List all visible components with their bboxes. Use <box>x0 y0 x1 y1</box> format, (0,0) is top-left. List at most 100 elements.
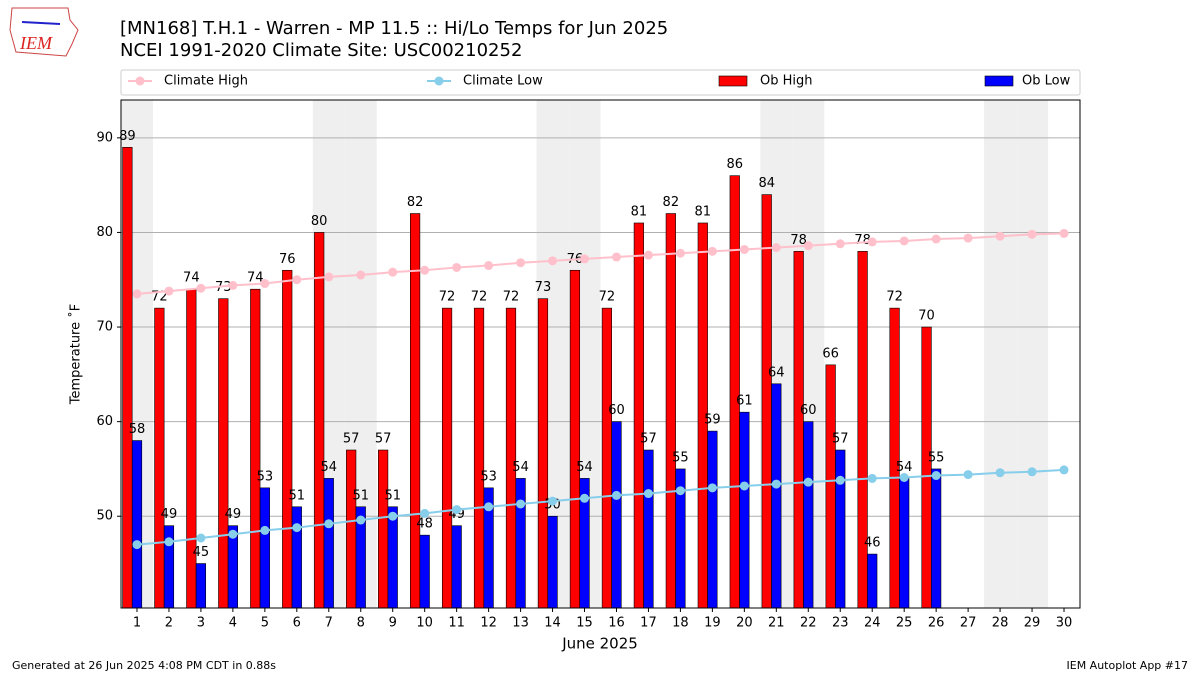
bar <box>857 251 868 609</box>
x-tick-label: 20 <box>736 616 753 631</box>
bar <box>314 232 325 609</box>
data-label: 57 <box>832 432 849 447</box>
x-tick-label: 15 <box>576 616 593 631</box>
bar <box>250 288 261 609</box>
line-point <box>132 289 142 299</box>
data-label: 72 <box>471 290 488 305</box>
footer-left: Generated at 26 Jun 2025 4:08 PM CDT in … <box>12 659 276 672</box>
bar <box>739 411 750 609</box>
data-label: 54 <box>321 460 338 475</box>
line-point <box>963 233 973 243</box>
line-point <box>196 533 206 543</box>
line-point <box>835 239 845 249</box>
line-point <box>835 475 845 485</box>
line-point <box>484 261 494 271</box>
x-tick-label: 29 <box>1024 616 1041 631</box>
x-axis-label: June 2025 <box>561 635 638 653</box>
bar <box>291 506 302 609</box>
data-label: 72 <box>503 290 520 305</box>
x-tick-label: 8 <box>357 616 365 631</box>
line <box>136 468 1065 546</box>
bar <box>867 553 878 609</box>
x-tick-label: 13 <box>512 616 529 631</box>
line-point <box>516 258 526 268</box>
line-point <box>420 265 430 275</box>
data-label: 64 <box>768 365 785 380</box>
data-label: 60 <box>800 403 817 418</box>
data-label: 72 <box>886 290 903 305</box>
bar <box>154 307 165 609</box>
line-point <box>931 471 941 481</box>
bar <box>195 563 207 609</box>
data-label: 61 <box>736 394 753 409</box>
x-tick-label: 30 <box>1056 616 1073 631</box>
data-label: 74 <box>247 271 264 286</box>
data-label: 76 <box>279 252 296 267</box>
x-tick-label: 3 <box>197 616 205 631</box>
line-point <box>611 490 621 500</box>
data-label: 72 <box>599 290 616 305</box>
data-label: 80 <box>311 214 328 229</box>
line-point <box>803 241 813 251</box>
data-label: 59 <box>704 413 721 428</box>
bar <box>473 307 485 609</box>
data-label: 53 <box>257 469 274 484</box>
bar <box>771 383 782 609</box>
line-point <box>707 483 717 493</box>
bar <box>131 440 143 609</box>
x-tick-label: 1 <box>133 616 141 631</box>
line-point <box>1059 465 1069 475</box>
x-tick-label: 17 <box>640 616 657 631</box>
x-tick-label: 23 <box>832 616 849 631</box>
x-tick-label: 6 <box>293 616 301 631</box>
line-point <box>867 237 877 247</box>
data-label: 72 <box>151 290 168 305</box>
data-label: 49 <box>225 507 242 522</box>
line-point <box>963 470 973 480</box>
bar <box>451 525 462 609</box>
line-point <box>228 529 238 539</box>
line-point <box>516 499 526 509</box>
bar <box>601 307 612 609</box>
line-point <box>356 515 366 525</box>
line-point <box>548 256 558 266</box>
bar <box>793 251 804 609</box>
x-tick-label: 14 <box>544 616 561 631</box>
bar <box>633 222 644 609</box>
bar <box>259 487 270 609</box>
bar <box>569 269 581 609</box>
data-label: 57 <box>640 432 657 447</box>
bar <box>387 506 398 609</box>
data-label: 82 <box>407 195 424 210</box>
bar <box>346 449 357 609</box>
line-point <box>611 252 621 262</box>
bar <box>611 421 622 609</box>
data-label: 51 <box>352 488 369 503</box>
line-point <box>771 243 781 253</box>
data-label: 58 <box>129 422 146 437</box>
data-label: 57 <box>343 432 360 447</box>
bar <box>218 298 229 609</box>
line-point <box>1059 228 1069 238</box>
line-point <box>707 246 717 256</box>
line-point <box>739 244 749 254</box>
legend-label: Climate Low <box>463 74 543 89</box>
data-label: 53 <box>480 469 497 484</box>
logo: IEM <box>9 7 79 57</box>
y-tick-label: 90 <box>96 130 113 145</box>
x-tick-label: 21 <box>768 616 785 631</box>
bar <box>761 194 772 609</box>
bar <box>803 421 814 609</box>
line-point <box>995 231 1005 241</box>
legend-marker <box>135 76 145 86</box>
bar <box>665 213 676 609</box>
data-label: 78 <box>790 233 807 248</box>
line-point <box>452 505 462 515</box>
x-tick-label: 12 <box>480 616 497 631</box>
x-tick-label: 5 <box>261 616 269 631</box>
line-point <box>1027 229 1037 239</box>
data-label: 82 <box>663 195 680 210</box>
data-label: 73 <box>215 280 232 295</box>
line-point <box>675 248 685 258</box>
